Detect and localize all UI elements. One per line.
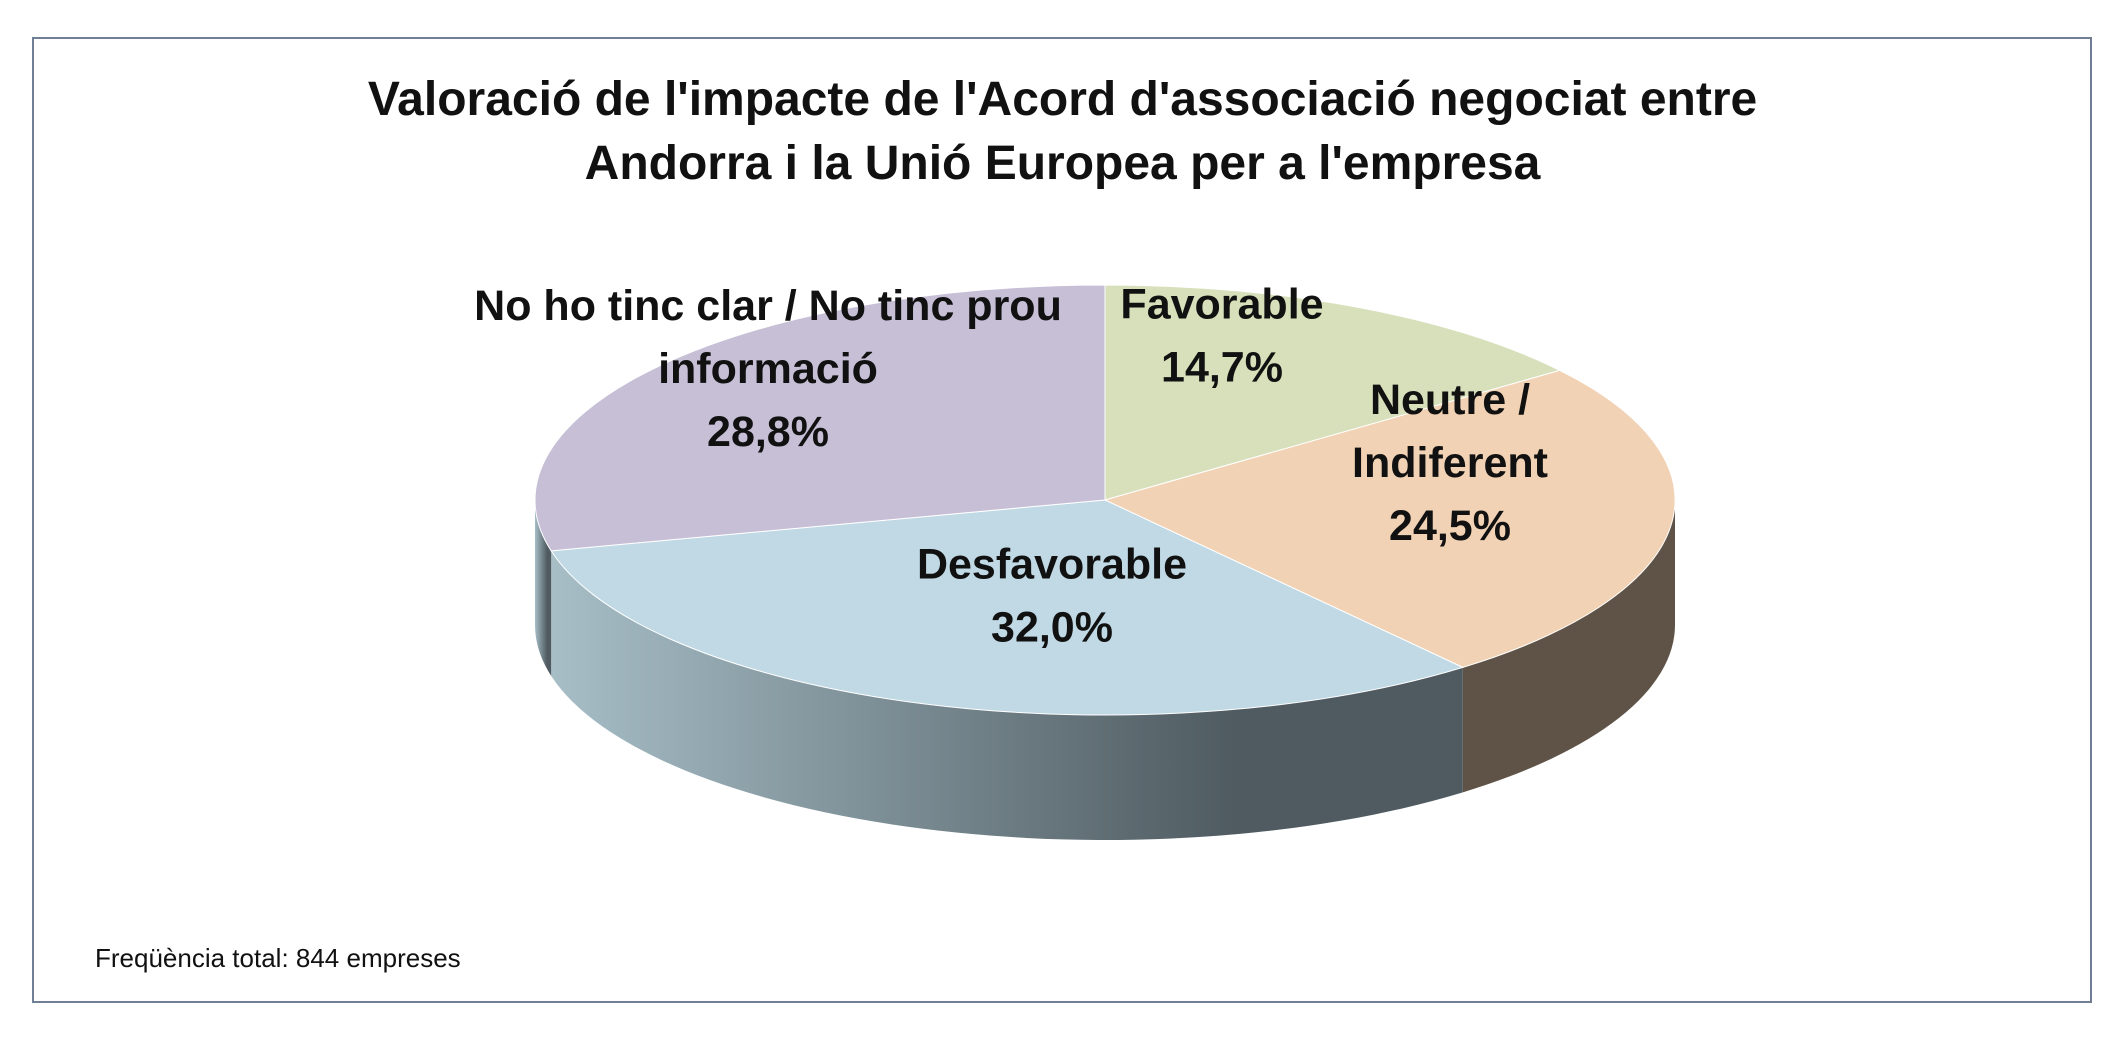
slice-name-line-desfavorable: Desfavorable [917, 541, 1187, 589]
slice-desfavorable [550, 499, 1465, 716]
footnote-total-frequency: Freqüència total: 844 empreses [95, 943, 461, 973]
slice-label-no-ho-tinc-clar-no-tinc-prou-informacio: No ho tinc clar / No tinc prou informació… [474, 282, 1062, 456]
slice-no-ho-tinc-clar-no-tinc-prou-informacio [534, 284, 1106, 552]
slice-label-desfavorable: Desfavorable 32,0% [917, 541, 1187, 652]
slice-neutre-indiferent [1103, 369, 1676, 668]
slice-name-line-favorable: Favorable [1120, 281, 1323, 329]
slice-value-neutre-indiferent: 24,5% [1389, 502, 1511, 550]
chart-title: Valoració de l'impacte de l'Acord d'asso… [0, 68, 2125, 196]
slice-side-no-ho-tinc-clar-no-tinc-prou-informacio [535, 500, 552, 676]
chart-title-line-2: Andorra i la Unió Europea per a l'empres… [584, 137, 1541, 190]
slice-label-neutre-indiferent: Neutre / Indiferent 24,5% [1352, 376, 1548, 550]
slice-value-desfavorable: 32,0% [991, 604, 1113, 652]
slice-value-favorable: 14,7% [1161, 344, 1283, 392]
chart-title-line-1: Valoració de l'impacte de l'Acord d'asso… [367, 73, 1758, 126]
slice-name-line-neutre-indiferent: Indiferent [1352, 439, 1548, 487]
slice-label-favorable: Favorable 14,7% [1120, 281, 1323, 392]
slice-value-no-ho-tinc-clar-no-tinc-prou-informacio: 28,8% [707, 408, 829, 456]
slice-side-desfavorable [551, 550, 1463, 840]
slice-name-line-no-ho-tinc-clar-no-tinc-prou-informacio: informació [658, 345, 878, 393]
slice-favorable [1104, 284, 1562, 501]
slice-name-line-neutre-indiferent: Neutre / [1370, 376, 1530, 424]
slice-side-neutre-indiferent [1462, 500, 1675, 793]
slice-name-line-no-ho-tinc-clar-no-tinc-prou-informacio: No ho tinc clar / No tinc prou [474, 282, 1062, 330]
